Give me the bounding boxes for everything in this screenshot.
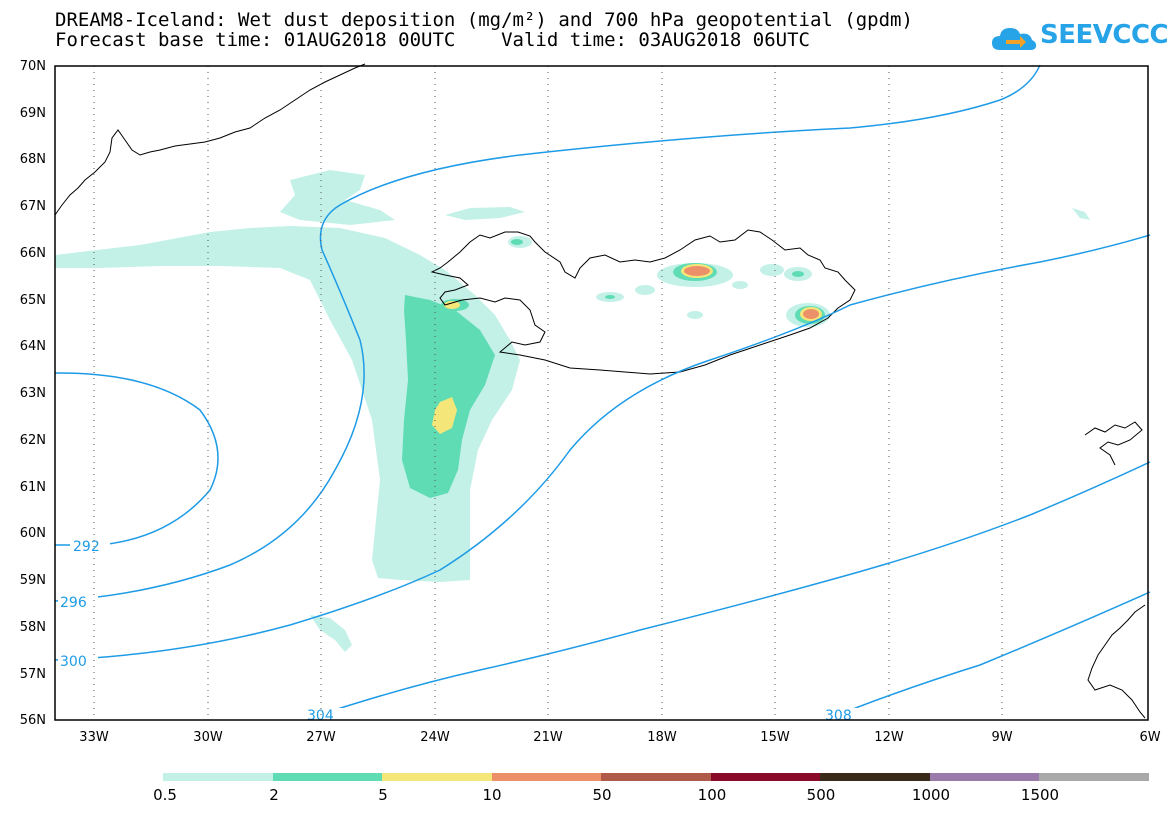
contour-label-304: 304 bbox=[307, 708, 334, 724]
svg-text:59N: 59N bbox=[20, 573, 46, 588]
latitude-labels: 70N 69N 68N 67N 66N 65N 64N 63N 62N 61N … bbox=[20, 59, 46, 728]
europe-coastline bbox=[1084, 421, 1143, 466]
colorbar-label: 0.5 bbox=[153, 786, 177, 804]
colorbar-label: 500 bbox=[806, 786, 836, 804]
colorbar bbox=[163, 773, 1149, 781]
svg-text:60N: 60N bbox=[20, 526, 46, 541]
contour-label-292: 292 bbox=[73, 539, 100, 555]
svg-text:21W: 21W bbox=[533, 730, 563, 745]
svg-text:61N: 61N bbox=[20, 480, 46, 495]
longitude-labels: 33W 30W 27W 24W 21W 18W 15W 12W 9W 6W bbox=[79, 730, 1160, 745]
geopotential-contours bbox=[54, 64, 1151, 719]
map-title-line1: DREAM8-Iceland: Wet dust deposition (mg/… bbox=[55, 9, 913, 31]
contour-label-300: 300 bbox=[60, 654, 87, 670]
contour-labels: 292 296 300 304 308 bbox=[58, 537, 862, 724]
svg-text:63N: 63N bbox=[20, 386, 46, 401]
contour-label-308: 308 bbox=[825, 708, 852, 724]
svg-text:33W: 33W bbox=[79, 730, 109, 745]
cloud-arrow-icon bbox=[992, 28, 1037, 50]
svg-text:68N: 68N bbox=[20, 152, 46, 167]
svg-text:66N: 66N bbox=[20, 246, 46, 261]
svg-text:69N: 69N bbox=[20, 106, 46, 121]
iceland-coastline bbox=[430, 229, 856, 375]
svg-text:15W: 15W bbox=[760, 730, 790, 745]
logo-text: SEEVCCC bbox=[1040, 20, 1169, 50]
colorbar-swatch bbox=[929, 773, 1039, 781]
contour-label-296: 296 bbox=[60, 595, 87, 611]
svg-text:30W: 30W bbox=[193, 730, 223, 745]
colorbar-swatch bbox=[382, 773, 492, 781]
svg-text:58N: 58N bbox=[20, 620, 46, 635]
svg-text:64N: 64N bbox=[20, 339, 46, 354]
svg-text:27W: 27W bbox=[306, 730, 336, 745]
svg-text:24W: 24W bbox=[420, 730, 450, 745]
svg-text:65N: 65N bbox=[20, 293, 46, 308]
colorbar-label: 1000 bbox=[911, 786, 951, 804]
colorbar-swatch bbox=[272, 773, 382, 781]
svg-text:9W: 9W bbox=[991, 730, 1012, 745]
svg-text:62N: 62N bbox=[20, 433, 46, 448]
colorbar-swatch bbox=[1039, 773, 1149, 781]
greenland-coastline bbox=[54, 63, 366, 216]
svg-text:67N: 67N bbox=[20, 199, 46, 214]
colorbar-label: 1500 bbox=[1020, 786, 1060, 804]
colorbar-swatch bbox=[491, 773, 601, 781]
colorbar-label: 2 bbox=[269, 786, 279, 804]
colorbar-label: 5 bbox=[378, 786, 388, 804]
europe-coastline-south bbox=[1087, 604, 1146, 719]
colorbar-swatch bbox=[163, 773, 273, 781]
svg-text:6W: 6W bbox=[1139, 730, 1160, 745]
colorbar-label: 10 bbox=[482, 786, 502, 804]
colorbar-label: 50 bbox=[592, 786, 612, 804]
map-gridlines bbox=[93, 66, 1003, 720]
svg-text:57N: 57N bbox=[20, 667, 46, 682]
svg-text:12W: 12W bbox=[874, 730, 904, 745]
svg-text:18W: 18W bbox=[647, 730, 677, 745]
svg-text:70N: 70N bbox=[20, 59, 46, 74]
colorbar-swatch bbox=[601, 773, 711, 781]
dust-deposition-light-area bbox=[55, 170, 1090, 652]
colorbar-swatch bbox=[820, 773, 930, 781]
dust-deposition-high-area bbox=[432, 264, 822, 434]
colorbar-swatch bbox=[710, 773, 820, 781]
map-title-line2: Forecast base time: 01AUG2018 00UTC Vali… bbox=[55, 29, 810, 51]
colorbar-label: 100 bbox=[697, 786, 727, 804]
map-frame bbox=[54, 65, 1149, 721]
svg-text:56N: 56N bbox=[20, 713, 46, 728]
